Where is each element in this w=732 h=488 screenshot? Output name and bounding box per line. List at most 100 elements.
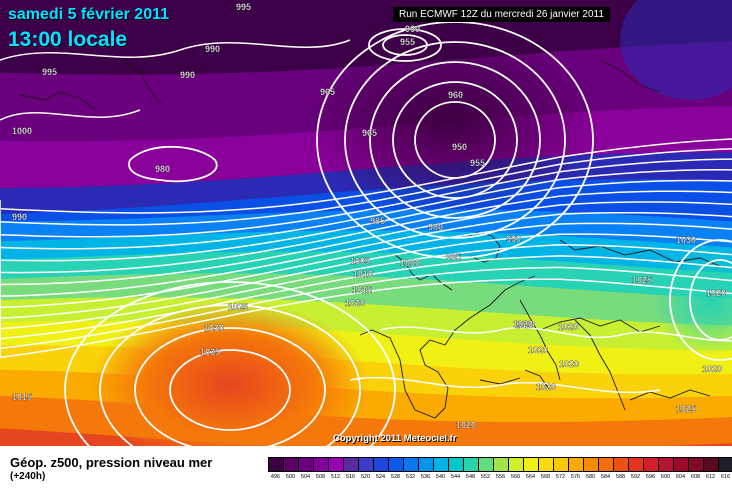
isobar bbox=[344, 41, 566, 239]
scale-cell: 596 bbox=[643, 457, 658, 480]
scale-swatch bbox=[718, 457, 732, 472]
scale-cell: 612 bbox=[703, 457, 718, 480]
scale-swatch bbox=[463, 457, 478, 472]
scale-swatch bbox=[298, 457, 313, 472]
isobar-label: 1025 bbox=[676, 404, 696, 414]
isobar-label: 1020 bbox=[706, 288, 726, 298]
scale-cell: 540 bbox=[433, 457, 448, 480]
scale-swatch bbox=[478, 457, 493, 472]
isobar bbox=[368, 28, 442, 62]
scale-swatch bbox=[673, 457, 688, 472]
color-scale: 496 500 504 508 512 516 520 524 528 532 536 540 544 5… bbox=[268, 457, 732, 480]
scale-swatch bbox=[628, 457, 643, 472]
scale-cell: 508 bbox=[313, 457, 328, 480]
scale-swatch bbox=[583, 457, 598, 472]
isobar bbox=[0, 169, 732, 250]
scale-cell: 604 bbox=[673, 457, 688, 480]
isobar bbox=[0, 244, 732, 330]
isobar-label: 1015 bbox=[352, 285, 372, 295]
scale-tick-label: 548 bbox=[465, 474, 476, 480]
isobar-label: 960 bbox=[448, 90, 463, 100]
scale-cell: 592 bbox=[628, 457, 643, 480]
isobar bbox=[0, 109, 141, 121]
scale-swatch bbox=[508, 457, 523, 472]
legend-subtitle: (+240h) bbox=[10, 471, 46, 482]
isobar bbox=[0, 211, 732, 297]
model-run-label: Run ECMWF 12Z du mercredi 26 janvier 201… bbox=[393, 7, 610, 22]
isobar-label: 955 bbox=[470, 158, 485, 168]
isobar bbox=[689, 259, 732, 341]
isobar-label: 995 bbox=[446, 252, 461, 262]
isobar-label: 1020 bbox=[515, 320, 535, 330]
isobar-label: 995 bbox=[42, 67, 57, 77]
scale-cell: 528 bbox=[388, 457, 403, 480]
pressure-map-svg: 995 960 955 990 995 990 965 960 1000 965 950 980 955… bbox=[0, 0, 732, 446]
scale-tick-label: 528 bbox=[390, 474, 401, 480]
isobar-label: 965 bbox=[320, 87, 335, 97]
scale-cell: 588 bbox=[613, 457, 628, 480]
scale-swatch bbox=[523, 457, 538, 472]
scale-cell: 524 bbox=[373, 457, 388, 480]
scale-cell: 580 bbox=[583, 457, 598, 480]
isobar bbox=[382, 34, 428, 56]
isobar-label: 1020 bbox=[702, 364, 722, 374]
isobar-label: 1020 bbox=[559, 359, 579, 369]
scale-swatch bbox=[568, 457, 583, 472]
scale-tick-label: 500 bbox=[285, 474, 296, 480]
isobar-label: 1020 bbox=[456, 420, 476, 430]
isobar-labels: 995 960 955 990 995 990 965 960 1000 965 950 980 955… bbox=[12, 2, 726, 430]
isobar-label: 1030 bbox=[676, 235, 696, 245]
isobar-label: 985 bbox=[370, 216, 385, 226]
scale-tick-label: 616 bbox=[720, 474, 731, 480]
isobar bbox=[0, 190, 732, 274]
isobar-label: 1030 bbox=[204, 323, 224, 333]
scale-swatch bbox=[493, 457, 508, 472]
isobar bbox=[392, 81, 518, 199]
isobar-label: 965 bbox=[362, 128, 377, 138]
isobar-label: 955 bbox=[400, 37, 415, 47]
scale-cell: 608 bbox=[688, 457, 703, 480]
isobar bbox=[0, 158, 732, 238]
scale-tick-label: 512 bbox=[330, 474, 341, 480]
isobar bbox=[99, 304, 361, 446]
scale-cell: 552 bbox=[478, 457, 493, 480]
isobar-label: 995 bbox=[236, 2, 251, 12]
scale-swatch bbox=[598, 457, 613, 472]
east-high-zone bbox=[650, 245, 732, 355]
isobar bbox=[134, 327, 326, 446]
isobar-label: 1005 bbox=[350, 256, 370, 266]
forecast-map: 995 960 955 990 995 990 965 960 1000 965 950 980 955… bbox=[0, 0, 732, 446]
isobar-label: 1020 bbox=[528, 345, 548, 355]
scale-cell: 532 bbox=[403, 457, 418, 480]
scale-tick-label: 544 bbox=[450, 474, 461, 480]
scale-swatch bbox=[283, 457, 298, 472]
scale-tick-label: 552 bbox=[480, 474, 491, 480]
isobar-label: 1035 bbox=[200, 347, 220, 357]
isobar-label: 1000 bbox=[400, 258, 420, 268]
north-east-gap bbox=[620, 0, 732, 100]
scale-tick-label: 588 bbox=[615, 474, 626, 480]
isobar bbox=[0, 233, 732, 320]
scale-cell: 616 bbox=[718, 457, 732, 480]
scale-tick-label: 496 bbox=[270, 474, 281, 480]
scale-tick-label: 536 bbox=[420, 474, 431, 480]
isobar-label: 1025 bbox=[228, 302, 248, 312]
isobar bbox=[0, 39, 351, 61]
isobar bbox=[0, 148, 732, 226]
isobar-lines bbox=[0, 21, 732, 446]
scale-cell: 512 bbox=[328, 457, 343, 480]
scale-tick-label: 612 bbox=[705, 474, 716, 480]
scale-cell: 568 bbox=[538, 457, 553, 480]
isobar-label: 1020 bbox=[558, 322, 578, 332]
isobar-label: 980 bbox=[155, 164, 170, 174]
isobar-label: 990 bbox=[506, 234, 521, 244]
isobar-label: 1020 bbox=[345, 298, 365, 308]
scale-cell: 548 bbox=[463, 457, 478, 480]
scale-tick-label: 540 bbox=[435, 474, 446, 480]
isobar bbox=[414, 101, 496, 179]
isobar bbox=[64, 281, 396, 446]
scale-cell: 516 bbox=[343, 457, 358, 480]
scale-tick-label: 584 bbox=[600, 474, 611, 480]
scale-tick-label: 600 bbox=[660, 474, 671, 480]
isobar bbox=[316, 21, 594, 259]
